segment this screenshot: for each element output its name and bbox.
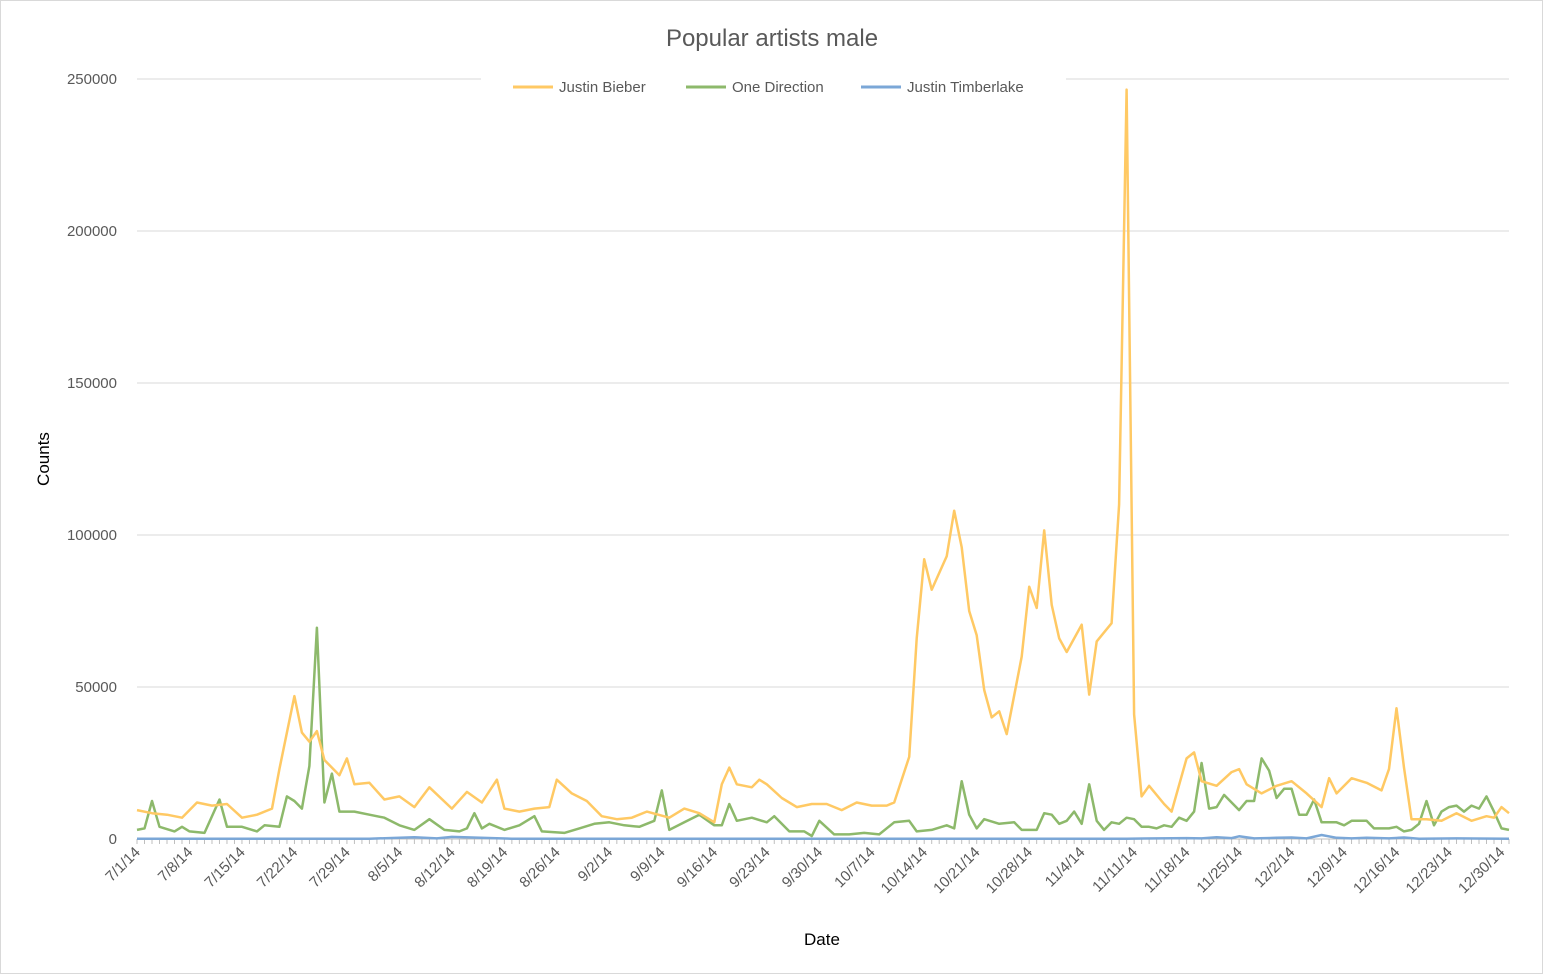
x-tick-label: 8/12/14: [411, 844, 458, 891]
x-tick-label: 12/23/14: [1403, 844, 1456, 897]
x-tick-label: 9/23/14: [726, 844, 773, 891]
y-tick-label: 0: [109, 831, 117, 848]
x-tick-label: 10/14/14: [878, 844, 931, 897]
y-tick-label: 200000: [67, 223, 117, 240]
x-tick-label: 9/9/14: [627, 844, 669, 886]
y-tick-labels: 0 50000 100000 150000 200000 250000: [67, 71, 117, 848]
x-tick-label: 12/30/14: [1455, 844, 1508, 897]
y-tick-label: 250000: [67, 71, 117, 88]
series-line-justin-bieber: [136, 88, 1510, 824]
x-tick-label: 12/16/14: [1350, 844, 1403, 897]
x-tick-label: 8/26/14: [516, 844, 563, 891]
x-tick-label: 9/30/14: [779, 844, 826, 891]
x-tick-label: 12/9/14: [1303, 844, 1350, 891]
x-tick-label: 8/19/14: [464, 844, 511, 891]
x-tick-label: 7/22/14: [254, 844, 301, 891]
chart-title: Popular artists male: [666, 25, 878, 52]
y-tick-label: 50000: [75, 679, 117, 696]
y-tick-label: 100000: [67, 527, 117, 544]
x-tick-label: 11/4/14: [1042, 844, 1089, 891]
x-tick-labels: 7/1/14 7/8/14 7/15/14 7/22/14 7/29/14 8/5/14 8…: [102, 844, 1508, 897]
x-tick-label: 7/8/14: [155, 844, 197, 886]
legend-label: Justin Bieber: [559, 79, 646, 96]
x-tick-label: 12/2/14: [1251, 844, 1298, 891]
legend-label: One Direction: [732, 79, 824, 96]
series-lines: [136, 88, 1510, 840]
legend: Justin Bieber One Direction Justin Timberl…: [513, 79, 1024, 96]
x-tick-label: 10/7/14: [831, 844, 878, 891]
x-tick-label: 10/21/14: [930, 844, 983, 897]
x-tick-label: 7/15/14: [201, 844, 248, 891]
x-tick-label: 7/29/14: [306, 844, 353, 891]
series-line-one-direction: [136, 626, 1510, 838]
y-axis-title: Counts: [34, 432, 53, 486]
x-tick-label: 8/5/14: [365, 844, 407, 886]
x-tick-label: 7/1/14: [102, 844, 144, 886]
x-tick-label: 11/11/14: [1089, 844, 1141, 896]
x-tick-label: 9/16/14: [674, 844, 721, 891]
gridlines: [136, 78, 1510, 844]
x-tick-label: 10/28/14: [983, 844, 1036, 897]
legend-label: Justin Timberlake: [907, 79, 1024, 96]
legend-background: [481, 69, 1066, 105]
x-tick-label: 9/2/14: [575, 844, 617, 886]
series-line-justin-timberlake: [137, 833, 1510, 840]
x-tick-label: 11/18/14: [1141, 844, 1194, 897]
x-axis-title: Date: [804, 930, 840, 949]
y-tick-label: 150000: [67, 375, 117, 392]
x-tick-label: 11/25/14: [1193, 844, 1246, 897]
